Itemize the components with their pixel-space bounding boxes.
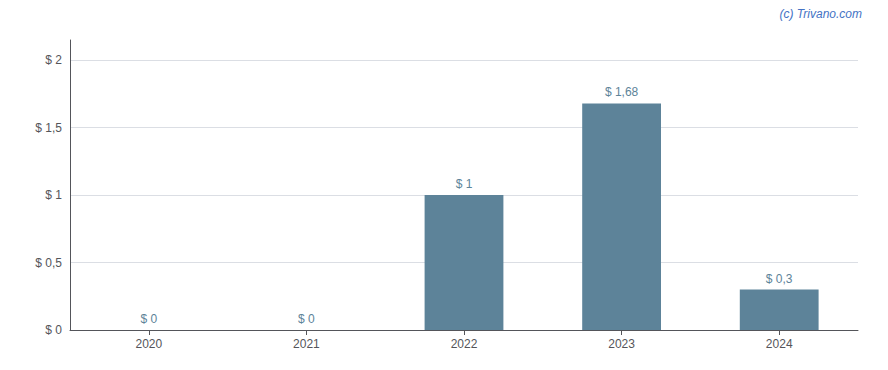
svg-text:$ 1: $ 1 — [45, 188, 62, 202]
svg-text:2021: 2021 — [293, 337, 320, 351]
svg-text:$ 0: $ 0 — [45, 323, 62, 337]
svg-text:2024: 2024 — [766, 337, 793, 351]
svg-text:$ 0: $ 0 — [140, 312, 157, 326]
svg-text:$ 0,5: $ 0,5 — [35, 256, 62, 270]
svg-text:$ 0: $ 0 — [298, 312, 315, 326]
svg-text:2023: 2023 — [608, 337, 635, 351]
svg-text:$ 1: $ 1 — [456, 177, 473, 191]
svg-text:$ 2: $ 2 — [45, 53, 62, 67]
svg-text:2022: 2022 — [451, 337, 478, 351]
svg-text:2020: 2020 — [135, 337, 162, 351]
svg-text:(c) Trivano.com: (c) Trivano.com — [780, 7, 862, 21]
svg-text:$ 1,5: $ 1,5 — [35, 121, 62, 135]
svg-text:$ 1,68: $ 1,68 — [605, 85, 639, 99]
svg-text:$ 0,3: $ 0,3 — [766, 272, 793, 286]
